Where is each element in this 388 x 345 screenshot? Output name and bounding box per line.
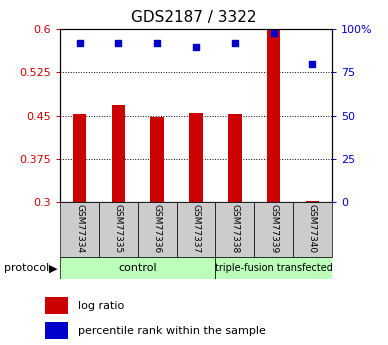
Bar [112, 105, 125, 202]
Text: GSM77335: GSM77335 [114, 204, 123, 253]
Bar [177, 202, 215, 257]
Text: triple-fusion transfected: triple-fusion transfected [215, 263, 333, 273]
Text: GSM77339: GSM77339 [269, 204, 278, 253]
Bar [254, 202, 293, 257]
Text: GSM77336: GSM77336 [152, 204, 162, 253]
Bar [189, 113, 203, 202]
Text: GSM77337: GSM77337 [191, 204, 201, 253]
Bar [215, 257, 332, 279]
Bar [293, 202, 332, 257]
Bar [138, 202, 177, 257]
Text: GSM77334: GSM77334 [75, 204, 84, 253]
Bar [60, 257, 215, 279]
Bar [151, 117, 164, 202]
Bar [267, 29, 281, 202]
Text: protocol: protocol [4, 264, 49, 273]
Point [76, 40, 83, 46]
Bar [45, 297, 68, 314]
Text: GSM77340: GSM77340 [308, 204, 317, 253]
Bar [215, 202, 254, 257]
Bar [99, 202, 138, 257]
Point [154, 40, 160, 46]
Text: log ratio: log ratio [78, 300, 125, 310]
Point [309, 61, 315, 67]
Point [193, 44, 199, 49]
Bar [228, 115, 241, 202]
Text: GSM77338: GSM77338 [230, 204, 239, 253]
Bar [60, 202, 99, 257]
Bar [73, 115, 86, 202]
Text: percentile rank within the sample: percentile rank within the sample [78, 326, 266, 336]
Bar [45, 322, 68, 339]
Point [270, 30, 277, 36]
Point [115, 40, 121, 46]
Text: control: control [118, 263, 157, 273]
Text: ▶: ▶ [48, 264, 57, 273]
Point [232, 40, 238, 46]
Bar [306, 201, 319, 202]
Text: GDS2187 / 3322: GDS2187 / 3322 [131, 10, 257, 25]
